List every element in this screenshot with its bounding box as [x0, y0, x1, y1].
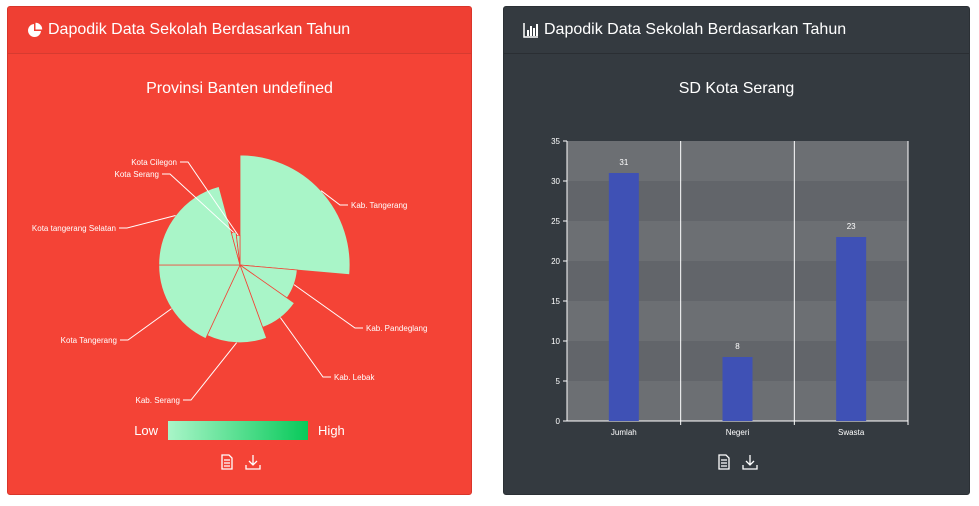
x-tick-label: Jumlah: [611, 428, 637, 437]
bar-chart-icon: [523, 23, 538, 38]
y-tick-label: 35: [551, 137, 560, 146]
bar[interactable]: [836, 237, 867, 421]
y-tick-label: 5: [556, 377, 561, 386]
y-tick-label: 25: [551, 217, 560, 226]
download-icon[interactable]: [741, 453, 759, 471]
pie-slice[interactable]: [206, 263, 268, 344]
bar-value-label: 31: [619, 158, 628, 167]
pie-slice-label: Kab. Tangerang: [351, 201, 407, 210]
pie-leader-line: [279, 317, 331, 378]
pie-leader-line: [293, 284, 363, 329]
pie-slice-label: Kab. Pandeglang: [366, 324, 427, 333]
pie-chart-icon: [28, 22, 43, 37]
pie-slice-label: Kota Tangerang: [61, 336, 117, 345]
bar-chart-title: SD Kota Serang: [678, 80, 795, 97]
pie-slice[interactable]: [239, 154, 351, 276]
y-tick-label: 30: [551, 177, 560, 186]
legend-gradient-bar: [168, 421, 309, 440]
y-tick-label: 15: [551, 297, 560, 306]
document-icon[interactable]: [715, 453, 733, 471]
y-tick-label: 10: [551, 337, 560, 346]
school-data-bar-card: Dapodik Data Sekolah Berdasarkan Tahun S…: [503, 6, 970, 495]
pie-export-tools: [8, 453, 471, 471]
y-tick-label: 20: [551, 257, 560, 266]
pie-card-header: Dapodik Data Sekolah Berdasarkan Tahun: [8, 7, 471, 54]
pie-slice-label: Kota tangerang Selatan: [32, 224, 116, 233]
pie-leader-line: [183, 342, 237, 401]
bar-chart: 0 5 10 15 20 25 30 35 31 Jumlah 8 Negeri 23 Swasta: [551, 137, 909, 437]
color-scale-legend: Low High: [8, 421, 471, 440]
pie-leader-line: [320, 190, 348, 206]
pie-slice[interactable]: [158, 264, 241, 340]
pie-chart-title: Provinsi Banten undefined: [146, 80, 333, 97]
pie-leader-line: [119, 215, 176, 229]
legend-high-label: High: [318, 423, 345, 438]
pie-slice-label: Kota Cilegon: [131, 158, 177, 167]
bar-export-tools: [504, 453, 969, 471]
bar[interactable]: [722, 357, 753, 421]
pie-leader-line: [162, 173, 235, 233]
bar[interactable]: [608, 173, 639, 421]
school-data-pie-card: Dapodik Data Sekolah Berdasarkan Tahun P…: [7, 6, 472, 495]
pie-slice-label: Kab. Serang: [136, 396, 180, 405]
legend-low-label: Low: [134, 423, 159, 438]
bar-card-header: Dapodik Data Sekolah Berdasarkan Tahun: [504, 7, 969, 54]
pie-chart: Kab. Tangerang Kab. Pandeglang Kab. Lebak K…: [32, 154, 427, 405]
x-tick-label: Swasta: [838, 428, 865, 437]
download-icon[interactable]: [244, 453, 262, 471]
pie-leader-line: [180, 161, 239, 236]
pie-card-title: Dapodik Data Sekolah Berdasarkan Tahun: [48, 21, 351, 38]
document-icon[interactable]: [218, 453, 236, 471]
pie-slice-label: Kab. Lebak: [334, 373, 375, 382]
y-tick-label: 0: [556, 417, 561, 426]
pie-slice[interactable]: [158, 186, 241, 266]
pie-slice-label: Kota Serang: [115, 170, 159, 179]
pie-leader-line: [120, 308, 172, 341]
x-tick-label: Negeri: [726, 428, 750, 437]
bar-card-title: Dapodik Data Sekolah Berdasarkan Tahun: [544, 21, 847, 38]
bar-value-label: 8: [735, 342, 740, 351]
bar-value-label: 23: [847, 222, 856, 231]
